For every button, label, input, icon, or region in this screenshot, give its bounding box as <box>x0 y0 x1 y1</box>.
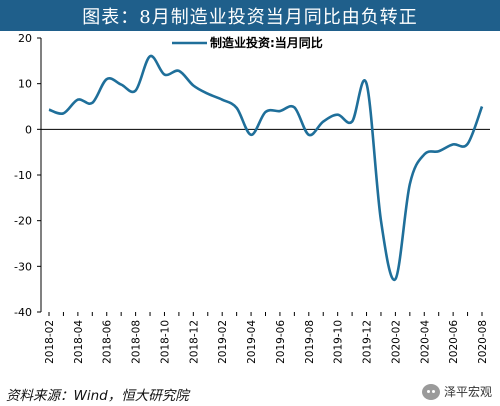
x-tick-label: 2019-12 <box>362 320 374 364</box>
x-tick-label: 2019-02 <box>217 320 229 364</box>
x-tick-label: 2020-08 <box>477 320 489 364</box>
x-tick-label: 2020-02 <box>390 320 402 364</box>
x-tick-label: 2018-04 <box>73 320 85 364</box>
series-line-0 <box>48 54 484 282</box>
series-layer <box>48 54 484 282</box>
y-axis-ticks: 20 10 0 -10 -20 -30 -40 <box>14 32 41 319</box>
legend-label: 制造业投资:当月同比 <box>210 35 323 50</box>
x-tick-label: 2018-02 <box>44 320 56 364</box>
x-tick-label: 2020-06 <box>448 320 460 364</box>
y-tick-label: 20 <box>18 32 32 45</box>
y-tick-label: -30 <box>14 260 32 273</box>
watermark: 泽平宏观 <box>421 383 492 400</box>
x-tick-label: 2018-10 <box>159 320 171 364</box>
wechat-icon <box>421 383 440 400</box>
y-tick-label: 10 <box>18 78 32 91</box>
x-tick-label: 2018-12 <box>188 320 200 364</box>
y-tick-label: 0 <box>25 123 32 136</box>
legend: 制造业投资:当月同比 <box>172 35 323 50</box>
y-tick-label: -20 <box>14 215 32 228</box>
x-tick-label: 2019-08 <box>304 320 316 364</box>
x-tick-label: 2019-04 <box>246 320 258 364</box>
x-tick-label: 2018-06 <box>102 320 114 364</box>
chart-title-bar: 图表：8月制造业投资当月同比由负转正 <box>0 0 500 31</box>
x-tick-label: 2020-04 <box>419 320 431 364</box>
x-axis-ticks: 2018-02 2018-04 2018-06 2018-08 2018-10 2018-… <box>44 312 489 364</box>
source-note: 资料来源：Wind，恒大研究院 <box>6 388 189 404</box>
x-tick-label: 2019-06 <box>275 320 287 364</box>
y-tick-label: -10 <box>14 169 32 182</box>
x-tick-label: 2019-10 <box>333 320 345 364</box>
chart-area: 20 10 0 -10 -20 -30 -40 2018-02 2018-04 2018-06 2… <box>0 31 500 381</box>
watermark-text: 泽平宏观 <box>443 385 492 399</box>
chart-title: 图表：8月制造业投资当月同比由负转正 <box>82 6 418 28</box>
y-tick-label: -40 <box>14 306 32 319</box>
x-tick-label: 2018-08 <box>131 320 143 364</box>
